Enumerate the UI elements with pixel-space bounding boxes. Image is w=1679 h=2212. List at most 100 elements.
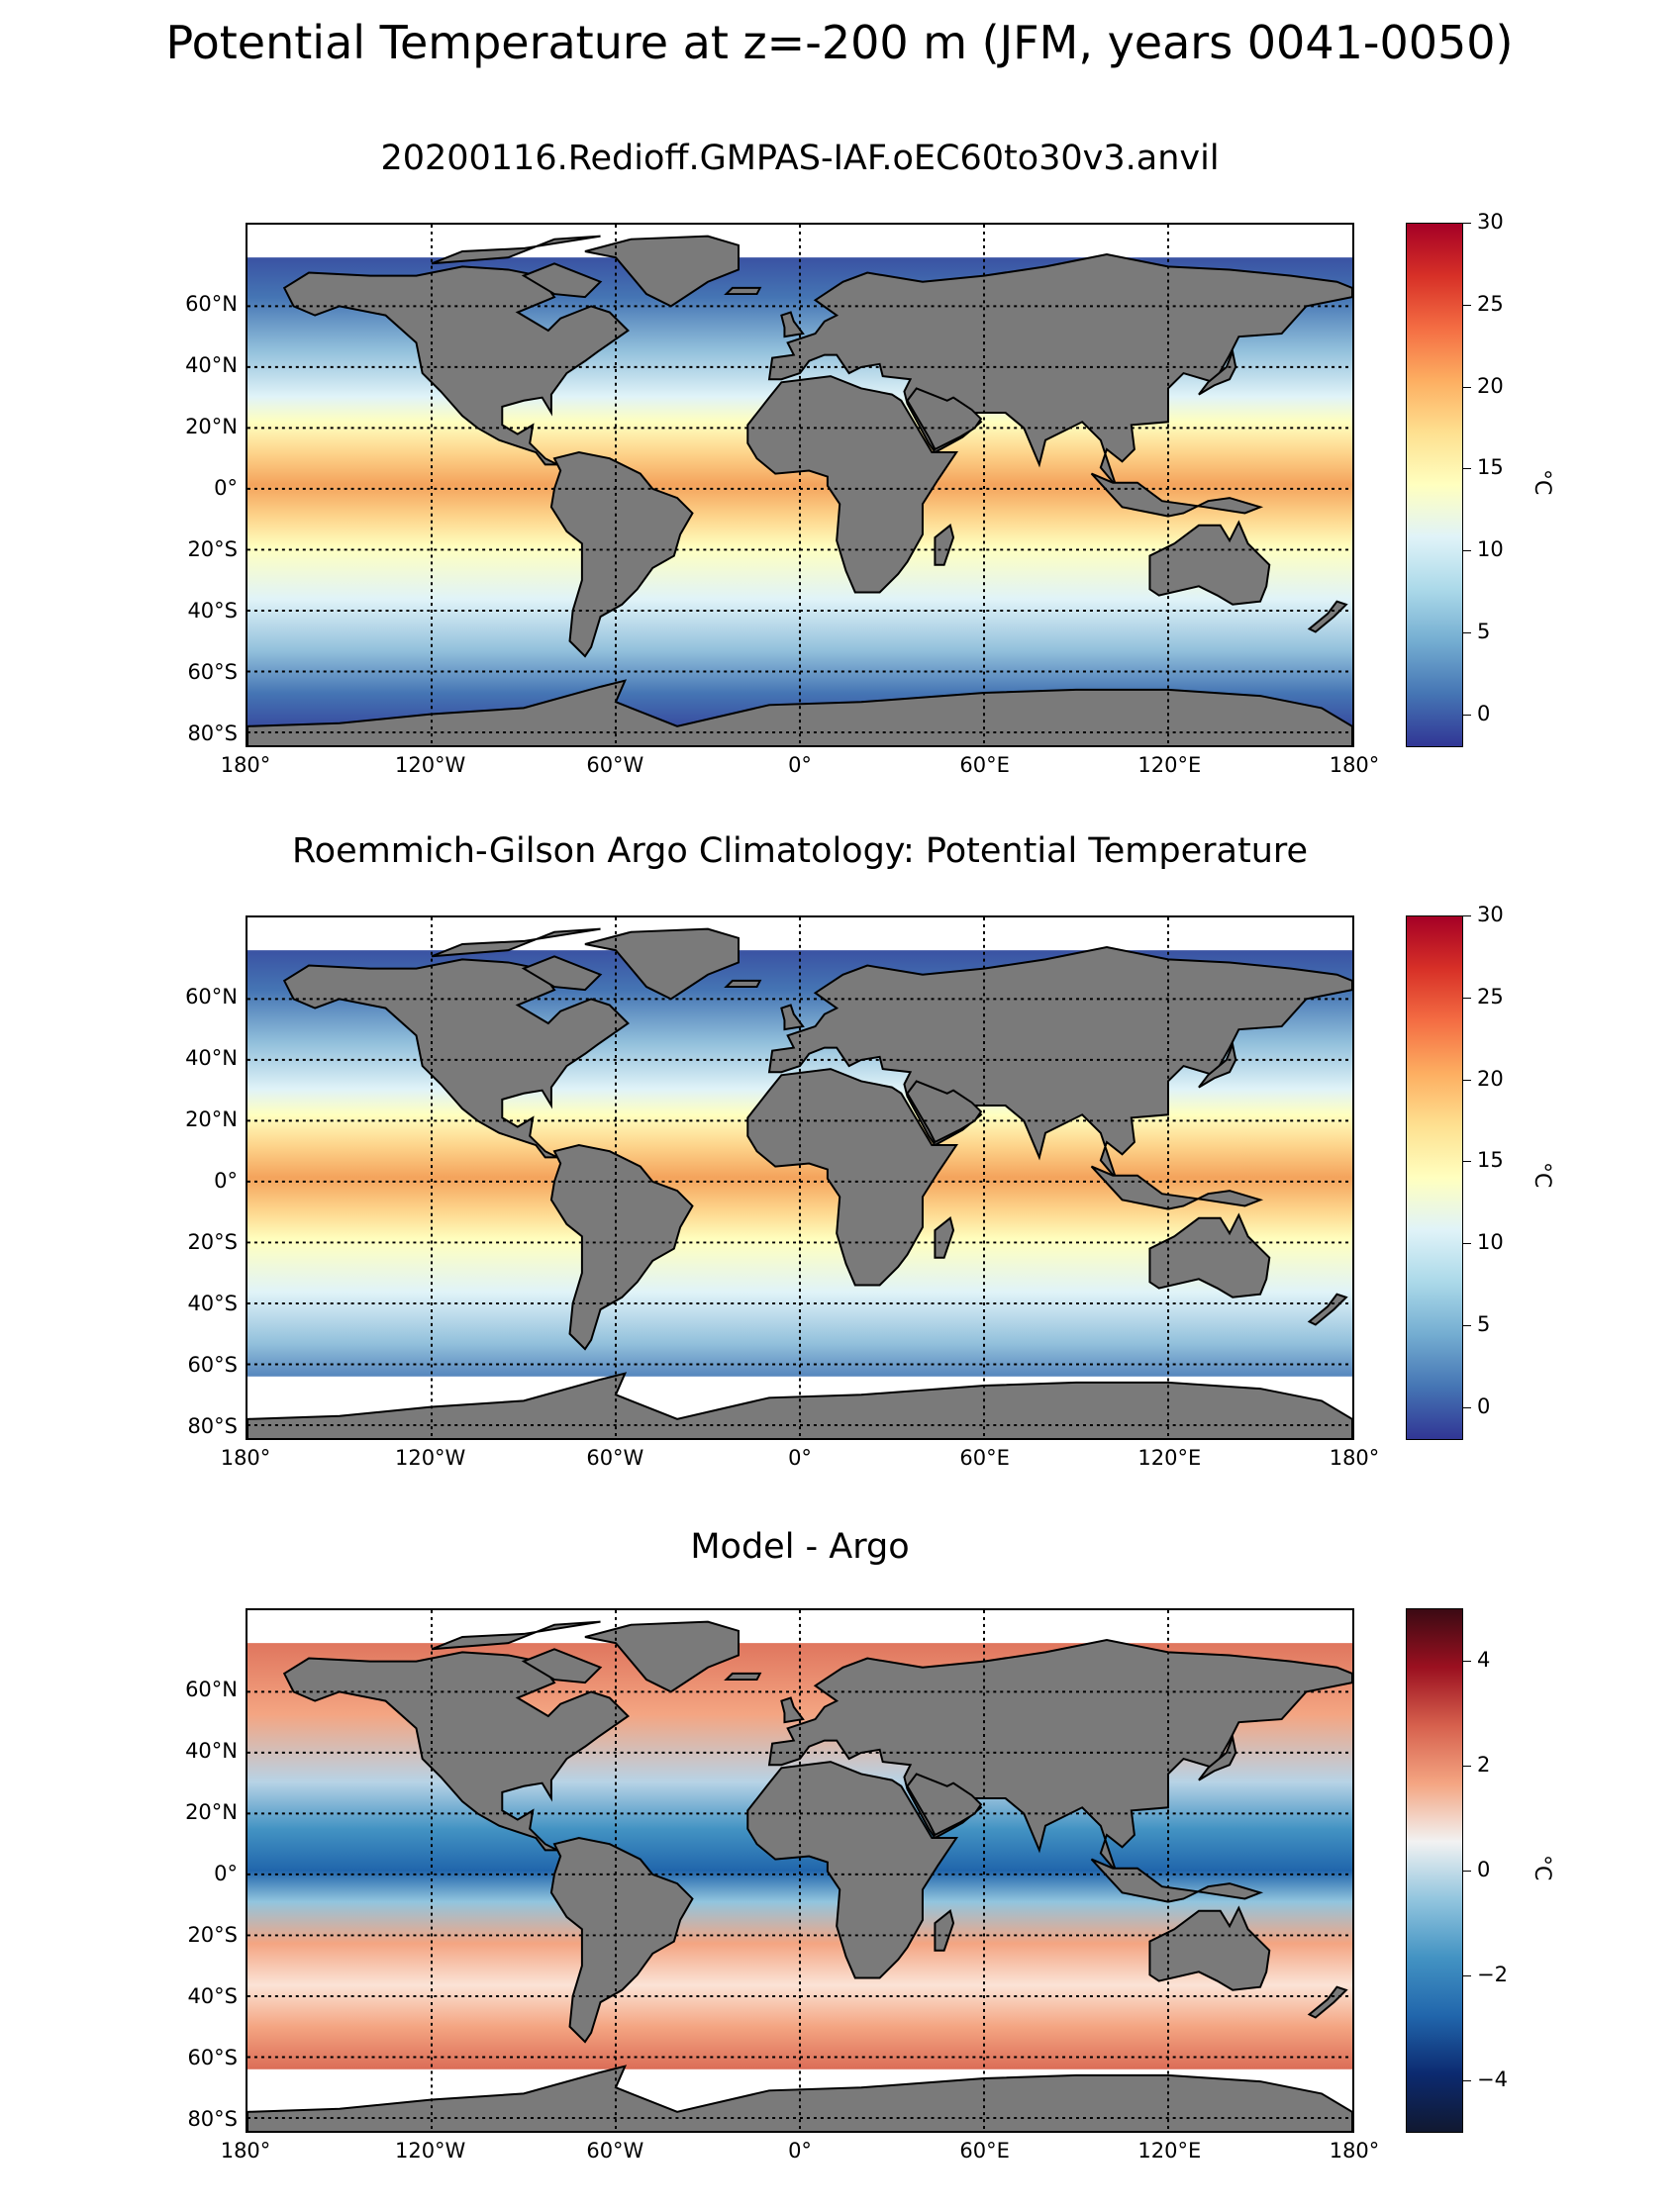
colorbar-tick-label: 0 (1477, 701, 1491, 725)
land-japan (1198, 1041, 1237, 1089)
lon-tick-label: 180° (1329, 1446, 1380, 1470)
lon-tick-label: 120°E (1137, 753, 1202, 777)
lat-tick-label: 40°S (187, 598, 238, 623)
lon-tick-label: 0° (788, 2139, 812, 2163)
lat-tick-label: 20°S (187, 536, 238, 561)
lon-tick-label: 0° (788, 753, 812, 777)
colorbar-tick-label: −2 (1477, 1963, 1508, 1986)
land-australia (1148, 520, 1271, 606)
land-uk (780, 1004, 805, 1031)
land-iceland (724, 979, 762, 989)
land-new-zealand (1307, 600, 1348, 633)
lon-tick-label: 60°E (959, 753, 1010, 777)
lat-tick-label: 20°S (187, 1922, 238, 1947)
colorbar-tick-label: 10 (1477, 1230, 1504, 1255)
colorbar-unit-label: °C (1530, 1162, 1554, 1189)
colorbar-tick-mark (1463, 714, 1471, 716)
colorbar-obs (1406, 915, 1463, 1440)
colorbar-tick-mark (1463, 1243, 1471, 1245)
land-japan (1198, 1734, 1237, 1781)
land-iceland (724, 286, 762, 296)
colorbar-tick-mark (1463, 632, 1471, 634)
lon-tick-label: 60°W (586, 2139, 644, 2163)
lat-tick-label: 20°S (187, 1229, 238, 1254)
lat-tick-label: 40°N (185, 1045, 238, 1070)
land-australia (1148, 1905, 1271, 1991)
lat-tick-label: 60°N (185, 291, 238, 316)
land-new-zealand (1307, 1985, 1348, 2019)
land-uk (780, 311, 805, 338)
lat-tick-label: 80°S (187, 1413, 238, 1438)
lon-tick-label: 180° (220, 2139, 271, 2163)
colorbar-tick-mark (1463, 304, 1471, 306)
map-panel-model (246, 223, 1354, 747)
map-panel-obs (246, 915, 1354, 1440)
land-uk (780, 1696, 805, 1724)
land-indonesia (1090, 1858, 1264, 1903)
colorbar-unit-label: °C (1530, 469, 1554, 496)
lat-tick-label: 60°N (185, 1677, 238, 1701)
colorbar-tick-mark (1463, 1079, 1471, 1081)
colorbar-tick-label: 15 (1477, 455, 1504, 480)
lat-tick-label: 60°S (187, 2045, 238, 2069)
land-baffin (521, 262, 603, 299)
colorbar-tick-mark (1463, 2080, 1471, 2081)
lat-tick-label: 60°S (187, 659, 238, 684)
land-africa (746, 375, 959, 594)
colorbar-tick-label: 30 (1477, 210, 1504, 234)
lon-tick-label: 120°E (1137, 2139, 1202, 2163)
colorbar-tick-mark (1463, 997, 1471, 999)
land-madagascar (934, 1216, 955, 1259)
colorbar-tick-mark (1463, 1406, 1471, 1408)
lon-tick-label: 120°W (394, 2139, 466, 2163)
panel-title-bias: Model - Argo (690, 1527, 910, 1567)
lat-tick-label: 0° (214, 1861, 238, 1885)
colorbar-tick-mark (1463, 1975, 1471, 1976)
colorbar-tick-mark (1463, 1161, 1471, 1163)
lat-tick-label: 20°N (185, 414, 238, 438)
colorbar-tick-label: 0 (1477, 1394, 1491, 1418)
lon-tick-label: 120°W (394, 1446, 466, 1470)
colorbar-tick-label: 5 (1477, 620, 1491, 644)
land-eurasia (767, 253, 1352, 487)
lat-tick-label: 40°S (187, 1291, 238, 1315)
land-south-america (549, 1144, 694, 1351)
lon-tick-label: 60°E (959, 2139, 1010, 2163)
land-eurasia (767, 1639, 1352, 1873)
lat-tick-label: 60°S (187, 1352, 238, 1377)
lon-tick-label: 180° (220, 753, 271, 777)
land-arabia (906, 387, 983, 451)
colorbar-tick-label: 20 (1477, 373, 1504, 398)
land-madagascar (934, 524, 955, 566)
lon-tick-label: 120°W (394, 753, 466, 777)
map-panel-bias (246, 1608, 1354, 2133)
land-arctic-isles (431, 235, 601, 265)
colorbar-tick-label: 25 (1477, 984, 1504, 1009)
land-new-zealand (1307, 1293, 1348, 1326)
lon-tick-label: 60°W (586, 753, 644, 777)
land-africa (746, 1761, 959, 1979)
colorbar-tick-mark (1463, 1766, 1471, 1767)
land-madagascar (934, 1909, 955, 1952)
panel-title-model: 20200116.Redioff.GMPAS-IAF.oEC60to30v3.a… (380, 139, 1220, 178)
land-indonesia (1090, 472, 1264, 518)
land-arabia (906, 1080, 983, 1144)
colorbar-tick-mark (1463, 550, 1471, 552)
lon-tick-label: 180° (220, 1446, 271, 1470)
lat-tick-label: 0° (214, 1168, 238, 1193)
land-japan (1198, 348, 1237, 396)
land-africa (746, 1068, 959, 1287)
lat-tick-label: 80°S (187, 2106, 238, 2131)
land-arctic-isles (431, 1620, 601, 1651)
lon-tick-label: 180° (1329, 2139, 1380, 2163)
colorbar-tick-label: 0 (1477, 1858, 1491, 1881)
lon-tick-label: 60°E (959, 1446, 1010, 1470)
lat-tick-label: 20°N (185, 1799, 238, 1824)
colorbar-bias (1406, 1608, 1463, 2133)
colorbar-tick-mark (1463, 468, 1471, 470)
lat-tick-label: 40°S (187, 1983, 238, 2008)
lat-tick-label: 40°N (185, 352, 238, 377)
colorbar-tick-label: 2 (1477, 1753, 1491, 1777)
lon-tick-label: 180° (1329, 753, 1380, 777)
land-iceland (724, 1672, 762, 1682)
